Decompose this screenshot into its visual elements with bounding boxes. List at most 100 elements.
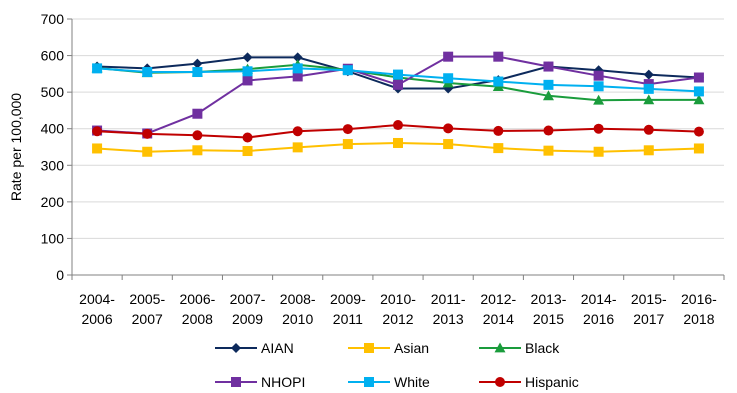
- x-tick-label-line: 2009-: [330, 291, 366, 307]
- x-tick-label: 2011- 2013: [431, 291, 466, 327]
- y-tick-label: 200: [41, 194, 65, 210]
- legend: AIAN Asian Black NHOPI White Hispanic: [215, 340, 579, 390]
- data-point-asian: [342, 139, 353, 150]
- x-tick-label-line: 2006: [81, 311, 112, 327]
- x-tick-label-line: 2010-: [380, 291, 416, 307]
- x-tick-label: 2005- 2007: [129, 291, 165, 327]
- data-point-nhopi: [543, 61, 554, 72]
- x-tick-label-line: 2008: [182, 311, 213, 327]
- x-tick-label: 2004- 2006: [79, 291, 115, 327]
- x-tick-label-line: 2006-: [179, 291, 215, 307]
- x-tick-label: 2007- 2009: [230, 291, 266, 327]
- data-point-white: [192, 67, 203, 78]
- y-tick-label: 500: [41, 84, 65, 100]
- data-point-nhopi: [292, 71, 303, 82]
- y-tick-label: 600: [41, 48, 65, 64]
- x-tick-label-line: 2012: [382, 311, 413, 327]
- x-tick-label-line: 2010: [282, 311, 313, 327]
- data-point-hispanic: [142, 128, 153, 139]
- series-white: [92, 63, 704, 97]
- data-point-black: [643, 94, 655, 105]
- x-tick-label-line: 2008-: [280, 291, 316, 307]
- x-tick-label-line: 2005-: [129, 291, 165, 307]
- series-lines: [91, 51, 705, 157]
- x-tick-label-line: 2013-: [531, 291, 567, 307]
- data-point-hispanic: [393, 120, 403, 131]
- x-tick-label: 2010- 2012: [380, 291, 416, 327]
- x-tick-label: 2012- 2014: [480, 291, 516, 327]
- data-point-nhopi: [493, 51, 504, 62]
- data-point-hispanic: [92, 126, 103, 137]
- x-tick-label-line: 2017: [633, 311, 664, 327]
- y-tick-label: 300: [41, 157, 65, 173]
- legend-label-white: White: [394, 374, 430, 390]
- legend-item-nhopi: NHOPI: [215, 374, 305, 390]
- legend-label-aian: AIAN: [261, 340, 294, 356]
- data-point-asian: [443, 139, 454, 150]
- series-hispanic: [92, 120, 704, 143]
- x-tick-label-line: 2016: [583, 311, 614, 327]
- data-point-hispanic: [543, 125, 554, 136]
- data-point-white: [593, 81, 604, 92]
- y-axis-title: Rate per 100,000: [8, 93, 24, 201]
- x-tick-label: 2014- 2016: [581, 291, 617, 327]
- y-tick-label: 700: [41, 11, 65, 27]
- data-point-asian: [142, 146, 153, 157]
- x-tick-label: 2016- 2018: [681, 291, 717, 327]
- y-tick-label: 400: [41, 121, 65, 137]
- x-tick-labels: 2004- 2006 2005- 2007 2006- 2008 2007- 2009 2008…: [79, 291, 717, 327]
- x-tick-label-line: 2011: [333, 311, 363, 327]
- legend-marker-black: [494, 342, 506, 353]
- data-point-hispanic: [292, 126, 303, 137]
- data-point-hispanic: [643, 124, 654, 135]
- data-point-hispanic: [593, 123, 604, 134]
- legend-marker-aian: [231, 343, 241, 353]
- x-tick-label-line: 2014-: [581, 291, 617, 307]
- y-tick-labels: 0 100 200 300 400 500 600 700: [41, 11, 65, 283]
- data-point-asian: [593, 146, 604, 157]
- data-point-white: [693, 86, 704, 97]
- data-point-white: [543, 79, 554, 90]
- data-point-hispanic: [493, 125, 504, 136]
- x-tick-label-line: 2004-: [79, 291, 115, 307]
- data-point-nhopi: [393, 79, 403, 90]
- data-point-white: [292, 63, 303, 74]
- data-point-white: [643, 83, 654, 94]
- data-point-hispanic: [342, 124, 353, 135]
- x-tick-label: 2013- 2015: [531, 291, 567, 327]
- data-point-white: [393, 69, 403, 80]
- x-tick-label: 2006- 2008: [179, 291, 215, 327]
- data-point-aian: [643, 69, 654, 80]
- data-point-hispanic: [192, 130, 203, 141]
- legend-item-hispanic: Hispanic: [479, 374, 579, 390]
- y-tick-label: 0: [56, 267, 64, 283]
- legend-item-white: White: [348, 374, 430, 390]
- data-point-asian: [92, 143, 103, 154]
- data-point-white: [92, 63, 103, 74]
- data-point-nhopi: [192, 108, 203, 119]
- x-tick-label: 2009- 2011: [330, 291, 366, 327]
- legend-label-asian: Asian: [394, 340, 429, 356]
- data-point-white: [493, 76, 504, 87]
- axes: [67, 18, 725, 280]
- data-point-asian: [242, 146, 253, 157]
- data-point-black: [593, 94, 605, 105]
- x-tick-label-line: 2018: [683, 311, 714, 327]
- y-tick-label: 100: [41, 230, 65, 246]
- data-point-asian: [393, 137, 403, 148]
- data-point-white: [443, 73, 454, 84]
- data-point-aian: [242, 52, 253, 63]
- data-point-nhopi: [593, 70, 604, 81]
- legend-item-asian: Asian: [348, 340, 429, 356]
- data-point-black: [693, 94, 705, 105]
- legend-marker-nhopi: [231, 377, 241, 387]
- x-tick-label-line: 2015: [533, 311, 564, 327]
- x-tick-label-line: 2012-: [480, 291, 516, 307]
- data-point-white: [242, 66, 253, 77]
- data-point-asian: [192, 145, 203, 156]
- x-tick-label-line: 2007-: [230, 291, 266, 307]
- legend-marker-hispanic: [495, 377, 505, 387]
- legend-item-black: Black: [479, 340, 560, 356]
- data-point-nhopi: [242, 75, 253, 86]
